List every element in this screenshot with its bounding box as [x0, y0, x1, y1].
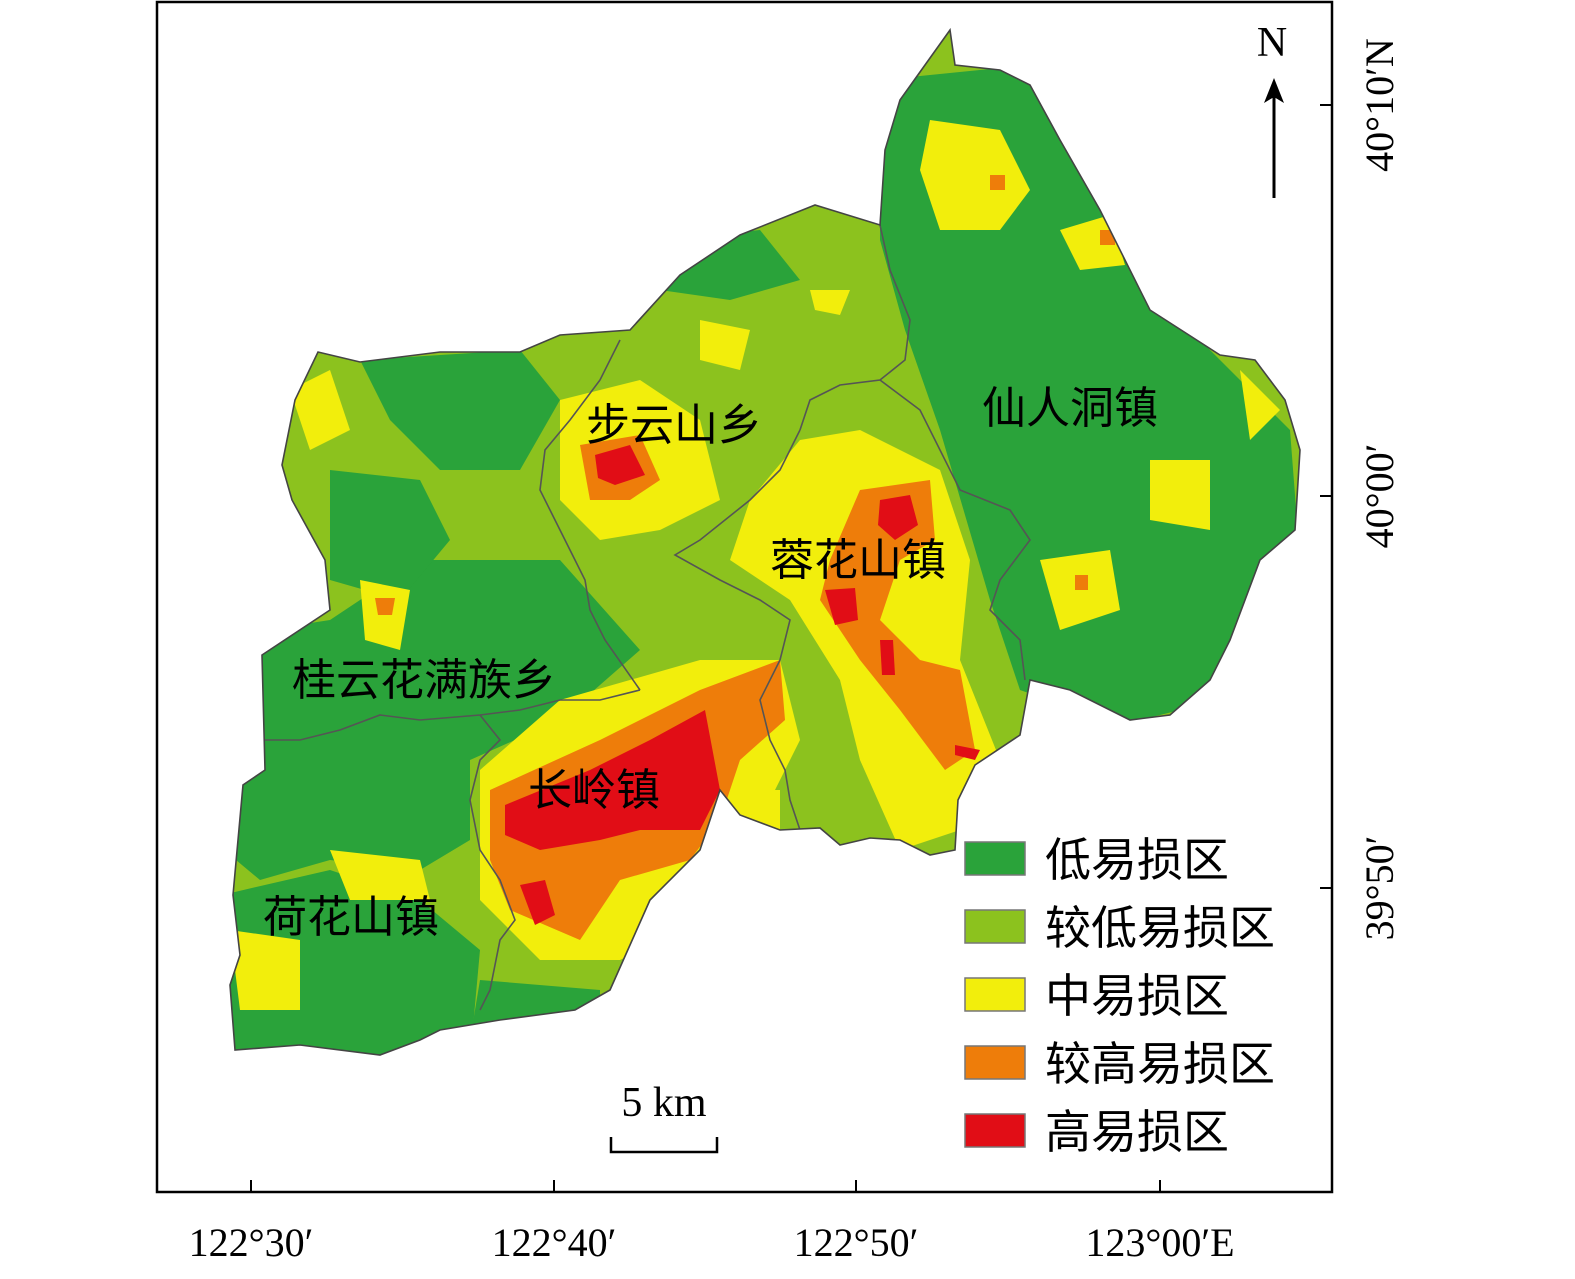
legend-swatch-medium [964, 977, 1026, 1012]
lat-tick-label: 40°00′ [1357, 444, 1402, 549]
lat-tick-label: 40°10′N [1357, 38, 1402, 172]
scale-bar: 5 km [609, 1080, 719, 1154]
town-label-hehuashan: 荷花山镇 [263, 892, 439, 943]
town-labels: 步云山乡 仙人洞镇 蓉花山镇 桂云花满族乡 长岭镇 荷花山镇 [263, 383, 1158, 943]
lon-tick-label: 122°40′ [492, 1220, 617, 1265]
scale-bar-line [609, 1137, 719, 1154]
legend: 低易损区 较低易损区 中易损区 较高易损区 高易损区 [964, 833, 1275, 1159]
legend-swatch-high [964, 1113, 1026, 1148]
north-arrow-head [1264, 78, 1284, 103]
north-arrow: N [1257, 20, 1287, 198]
zone-high-vulnerability [505, 445, 980, 925]
legend-label-medium: 中易损区 [1045, 969, 1229, 1023]
legend-label-higher: 较高易损区 [1045, 1037, 1275, 1091]
longitude-axis: 122°30′ 122°40′ 122°50′ 123°00′E [189, 1180, 1235, 1265]
legend-label-low: 低易损区 [1045, 833, 1229, 887]
town-label-guiyunhua: 桂云花满族乡 [292, 655, 556, 706]
legend-swatch-low [964, 841, 1026, 876]
legend-label-high: 高易损区 [1045, 1105, 1229, 1159]
scale-label: 5 km [621, 1080, 707, 1126]
lon-tick-label: 122°50′ [794, 1220, 919, 1265]
township-boundaries [262, 224, 1031, 1011]
lon-tick-label: 123°00′E [1085, 1220, 1234, 1265]
town-label-xianrendong: 仙人洞镇 [982, 383, 1158, 434]
latitude-axis: 40°10′N 40°00′ 39°50′ [1320, 38, 1402, 940]
north-label: N [1257, 20, 1287, 66]
town-label-changling: 长岭镇 [528, 765, 660, 816]
legend-swatch-higher [964, 1045, 1026, 1080]
legend-swatch-lower [964, 909, 1026, 944]
town-label-buyunshan: 步云山乡 [586, 400, 762, 451]
lon-tick-label: 122°30′ [189, 1220, 314, 1265]
town-label-ronghuashan: 蓉花山镇 [770, 535, 946, 586]
legend-label-lower: 较低易损区 [1045, 901, 1275, 955]
lat-tick-label: 39°50′ [1357, 836, 1402, 941]
